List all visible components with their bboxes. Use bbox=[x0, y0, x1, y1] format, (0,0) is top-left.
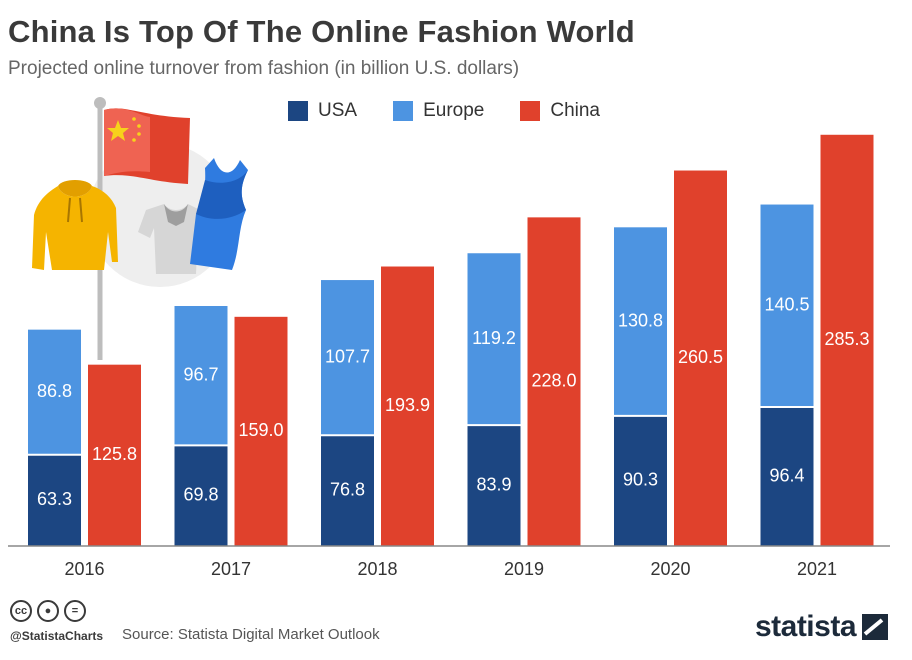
legend-item-usa: USA bbox=[288, 100, 357, 122]
bar-china bbox=[234, 316, 288, 546]
bar-europe bbox=[467, 253, 521, 426]
bar-usa bbox=[467, 425, 521, 546]
hoodie-string-icon bbox=[67, 197, 71, 223]
data-label-china: 260.5 bbox=[678, 347, 723, 367]
statista-mark-icon bbox=[862, 614, 888, 640]
x-tick-label: 2019 bbox=[504, 559, 544, 579]
bar-europe bbox=[28, 329, 81, 455]
bar-europe bbox=[760, 204, 814, 408]
no-derivatives-icon: = bbox=[64, 600, 86, 622]
chart-subtitle: Projected online turnover from fashion (… bbox=[8, 58, 520, 79]
social-handle: @StatistaCharts bbox=[10, 629, 104, 643]
legend-swatch-china bbox=[520, 101, 541, 121]
flag-fold-icon bbox=[104, 108, 150, 176]
bar-europe bbox=[321, 280, 374, 436]
data-label-europe: 96.7 bbox=[183, 364, 218, 384]
bar-chart: 63.3 86.8 125.8 69.8 96.7 159.0 76.8 107.7 193.9… bbox=[8, 97, 890, 579]
data-label-china: 228.0 bbox=[531, 370, 576, 390]
legend-label-usa: USA bbox=[318, 100, 358, 121]
bar-usa bbox=[614, 415, 667, 546]
fashion-illustration bbox=[32, 97, 248, 360]
legend-label-china: China bbox=[550, 100, 601, 121]
x-tick-label: 2016 bbox=[64, 559, 104, 579]
flag-pole-top bbox=[94, 97, 106, 109]
data-label-china: 125.8 bbox=[92, 444, 137, 464]
x-tick-label: 2017 bbox=[211, 559, 251, 579]
bar-europe bbox=[614, 227, 667, 416]
data-label-usa: 83.9 bbox=[476, 474, 511, 494]
data-label-usa: 63.3 bbox=[37, 489, 72, 509]
bar-china bbox=[381, 266, 434, 546]
x-axis-ticks: 2016 2017 2018 2019 2020 2021 bbox=[64, 559, 837, 579]
data-label-europe: 130.8 bbox=[618, 310, 663, 330]
bar-china bbox=[820, 134, 874, 546]
legend-item-europe: Europe bbox=[393, 100, 484, 122]
flag-small-star-icon bbox=[132, 117, 136, 121]
footer: cc ● = @StatistaCharts Source: Statista … bbox=[0, 594, 912, 660]
x-tick-label: 2018 bbox=[357, 559, 397, 579]
data-label-europe: 86.8 bbox=[37, 381, 72, 401]
legend-swatch-usa bbox=[288, 101, 308, 121]
legend-swatch-europe bbox=[393, 101, 414, 121]
hoodie-hood-icon bbox=[58, 180, 92, 197]
hoodie-icon bbox=[32, 186, 118, 270]
x-tick-label: 2020 bbox=[650, 559, 690, 579]
data-label-usa: 96.4 bbox=[769, 465, 804, 485]
data-label-usa: 90.3 bbox=[623, 470, 658, 490]
cc-icon: cc bbox=[10, 600, 32, 622]
bar-usa bbox=[321, 435, 374, 546]
legend: USA Europe China bbox=[288, 100, 600, 122]
chart-title: China Is Top Of The Online Fashion World bbox=[8, 14, 635, 49]
flag-small-star-icon bbox=[137, 132, 141, 136]
flag-star-icon bbox=[107, 120, 129, 141]
data-label-china: 285.3 bbox=[824, 329, 869, 349]
bar-china bbox=[88, 364, 141, 546]
bar-europe bbox=[174, 306, 228, 446]
data-label-europe: 140.5 bbox=[764, 295, 809, 315]
hoodie-string-icon bbox=[79, 197, 83, 223]
x-tick-label: 2021 bbox=[797, 559, 837, 579]
statista-logo: statista bbox=[755, 610, 888, 644]
data-label-china: 159.0 bbox=[238, 420, 283, 440]
license-icons: cc ● = bbox=[10, 600, 86, 622]
dress-top-icon bbox=[196, 170, 248, 219]
bar-usa bbox=[174, 445, 228, 546]
bars-group: 63.3 86.8 125.8 69.8 96.7 159.0 76.8 107.7 193.9… bbox=[28, 134, 874, 546]
flag-small-star-icon bbox=[137, 124, 141, 128]
flag-small-star-icon bbox=[132, 138, 136, 142]
legend-item-china: China bbox=[520, 100, 600, 122]
tshirt-collar-icon bbox=[164, 204, 188, 226]
bar-china bbox=[674, 170, 727, 546]
attribution-icon: ● bbox=[37, 600, 59, 622]
data-label-europe: 107.7 bbox=[325, 346, 370, 366]
bar-usa bbox=[28, 454, 81, 546]
data-label-usa: 69.8 bbox=[183, 484, 218, 504]
brand-wordmark: statista bbox=[754, 610, 857, 643]
data-label-usa: 76.8 bbox=[330, 479, 365, 499]
bar-usa bbox=[760, 407, 814, 546]
data-label-europe: 119.2 bbox=[472, 328, 516, 348]
legend-label-europe: Europe bbox=[423, 100, 485, 121]
source-note: Source: Statista Digital Market Outlook bbox=[122, 626, 380, 643]
data-label-china: 193.9 bbox=[385, 395, 430, 415]
bar-china bbox=[527, 217, 581, 546]
